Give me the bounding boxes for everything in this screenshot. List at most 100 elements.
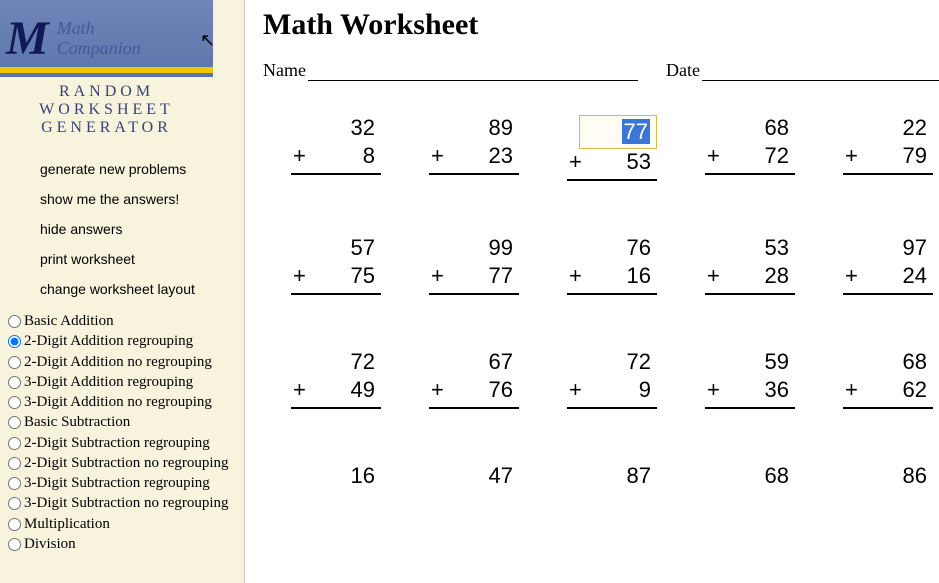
- option-radio-sub2_no[interactable]: [8, 457, 21, 470]
- problem-top[interactable]: 32: [291, 115, 381, 143]
- option-radio-sub2_re[interactable]: [8, 437, 21, 450]
- problem-bottom[interactable]: +62: [843, 377, 933, 409]
- option-label[interactable]: 3-Digit Subtraction regrouping: [24, 475, 210, 491]
- problem-top[interactable]: 53: [705, 235, 795, 263]
- problem[interactable]: 76+16: [567, 235, 657, 295]
- problem-top[interactable]: 16: [291, 463, 381, 491]
- option-row: 2-Digit Addition no regrouping: [0, 352, 245, 372]
- problem-bottom[interactable]: +77: [429, 263, 519, 295]
- option-label[interactable]: 3-Digit Addition no regrouping: [24, 394, 212, 410]
- problem[interactable]: 57+75: [291, 235, 381, 295]
- problem[interactable]: 22+79: [843, 115, 933, 181]
- option-radio-sub3_re[interactable]: [8, 477, 21, 490]
- problem[interactable]: 53+28: [705, 235, 795, 295]
- addend: 49: [351, 377, 375, 403]
- addend: 36: [765, 377, 789, 403]
- problem-top[interactable]: 68: [843, 349, 933, 377]
- date-field-line[interactable]: [702, 63, 939, 81]
- app-title: RANDOM WORKSHEET GENERATOR: [0, 77, 213, 147]
- problem-top[interactable]: 86: [843, 463, 933, 491]
- operator: +: [293, 263, 306, 289]
- option-row: Basic Subtraction: [0, 412, 245, 432]
- option-label[interactable]: Basic Addition: [24, 313, 114, 329]
- operator: +: [431, 377, 444, 403]
- problem[interactable]: 68: [705, 463, 795, 491]
- problem[interactable]: 59+36: [705, 349, 795, 409]
- problem-top[interactable]: 97: [843, 235, 933, 263]
- hide-answers-link[interactable]: hide answers: [40, 221, 203, 237]
- problem-bottom[interactable]: +24: [843, 263, 933, 295]
- problem-bottom[interactable]: +23: [429, 143, 519, 175]
- problem-bottom[interactable]: +75: [291, 263, 381, 295]
- option-label[interactable]: Division: [24, 536, 76, 552]
- problem-top[interactable]: 57: [291, 235, 381, 263]
- problem[interactable]: 68+72: [705, 115, 795, 181]
- operator: +: [569, 377, 582, 403]
- problem-top[interactable]: 22: [843, 115, 933, 143]
- problem[interactable]: 72+49: [291, 349, 381, 409]
- option-label[interactable]: 2-Digit Subtraction regrouping: [24, 435, 210, 451]
- problem[interactable]: 16: [291, 463, 381, 491]
- option-label[interactable]: 2-Digit Addition no regrouping: [24, 354, 212, 370]
- print-link[interactable]: print worksheet: [40, 251, 203, 267]
- problem-bottom[interactable]: +53: [567, 149, 657, 181]
- option-label[interactable]: 2-Digit Addition regrouping: [24, 333, 193, 349]
- problem-bottom[interactable]: +36: [705, 377, 795, 409]
- problem-bottom[interactable]: +72: [705, 143, 795, 175]
- problem[interactable]: 77+53: [567, 115, 657, 181]
- problem-top[interactable]: 72: [291, 349, 381, 377]
- option-radio-add3_no[interactable]: [8, 396, 21, 409]
- problem[interactable]: 86: [843, 463, 933, 491]
- problem-top[interactable]: 99: [429, 235, 519, 263]
- option-label[interactable]: Multiplication: [24, 516, 110, 532]
- problem-top[interactable]: 87: [567, 463, 657, 491]
- option-label[interactable]: Basic Subtraction: [24, 414, 130, 430]
- option-radio-sub3_no[interactable]: [8, 497, 21, 510]
- problem-bottom[interactable]: +79: [843, 143, 933, 175]
- problem-bottom[interactable]: +28: [705, 263, 795, 295]
- problem[interactable]: 97+24: [843, 235, 933, 295]
- generate-link[interactable]: generate new problems: [40, 161, 203, 177]
- problem[interactable]: 89+23: [429, 115, 519, 181]
- show-answers-link[interactable]: show me the answers!: [40, 191, 203, 207]
- option-radio-div[interactable]: [8, 538, 21, 551]
- problem-bottom[interactable]: +16: [567, 263, 657, 295]
- option-row: 3-Digit Subtraction no regrouping: [0, 493, 245, 513]
- name-field-line[interactable]: [308, 63, 638, 81]
- addend: 72: [765, 143, 789, 169]
- problem-top[interactable]: 72: [567, 349, 657, 377]
- problem-top[interactable]: 59: [705, 349, 795, 377]
- option-label[interactable]: 3-Digit Addition regrouping: [24, 374, 193, 390]
- problem[interactable]: 87: [567, 463, 657, 491]
- option-radio-basic_sub[interactable]: [8, 416, 21, 429]
- problem[interactable]: 32+8: [291, 115, 381, 181]
- option-row: Multiplication: [0, 514, 245, 534]
- problem-bottom[interactable]: +8: [291, 143, 381, 175]
- problem[interactable]: 67+76: [429, 349, 519, 409]
- problem-top[interactable]: 67: [429, 349, 519, 377]
- option-radio-add2_no[interactable]: [8, 356, 21, 369]
- problem-grid: 32+889+2377+5368+7222+7957+7599+7776+165…: [263, 115, 939, 491]
- addend: 8: [363, 143, 375, 169]
- problem-bottom[interactable]: +9: [567, 377, 657, 409]
- option-radio-mult[interactable]: [8, 518, 21, 531]
- problem-top[interactable]: 68: [705, 115, 795, 143]
- option-label[interactable]: 3-Digit Subtraction no regrouping: [24, 495, 229, 511]
- option-label[interactable]: 2-Digit Subtraction no regrouping: [24, 455, 229, 471]
- problem-top[interactable]: 47: [429, 463, 519, 491]
- problem[interactable]: 72+9: [567, 349, 657, 409]
- option-radio-basic_add[interactable]: [8, 315, 21, 328]
- layout-link[interactable]: change worksheet layout: [40, 281, 203, 297]
- problem-top[interactable]: 89: [429, 115, 519, 143]
- option-radio-add2_re[interactable]: [8, 335, 21, 348]
- problem[interactable]: 99+77: [429, 235, 519, 295]
- problem-bottom[interactable]: +76: [429, 377, 519, 409]
- problem-top[interactable]: 76: [567, 235, 657, 263]
- problem-top[interactable]: 77: [579, 115, 657, 149]
- problem-top[interactable]: 68: [705, 463, 795, 491]
- problem-bottom[interactable]: +49: [291, 377, 381, 409]
- operator: +: [431, 143, 444, 169]
- problem[interactable]: 47: [429, 463, 519, 491]
- problem[interactable]: 68+62: [843, 349, 933, 409]
- option-radio-add3_re[interactable]: [8, 376, 21, 389]
